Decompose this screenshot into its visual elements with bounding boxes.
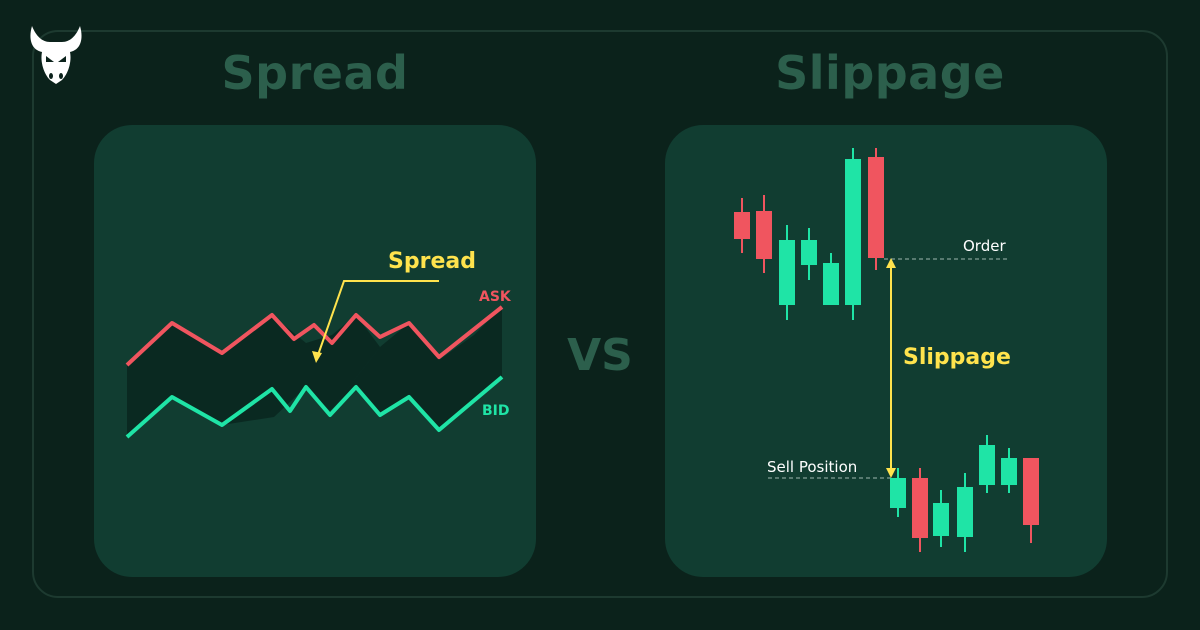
candle-6 [845,148,861,320]
order-label: Order [963,237,1006,255]
candle-13 [1001,448,1017,493]
candle-14 [1023,458,1039,543]
candle-2 [756,195,772,273]
candle-11 [957,473,973,552]
spread-band-right [330,307,502,430]
candle-5 [823,253,839,305]
spread-arrow-line [317,280,439,356]
slippage-arrow-top [886,258,896,268]
vs-label: VS [567,330,633,381]
slippage-panel: Order Slippage Sell Position [665,125,1107,577]
bull-logo-icon [30,26,82,84]
candle-7 [868,148,884,270]
content-frame [32,30,1168,598]
ask-label: ASK [479,289,512,305]
candle-1 [734,198,750,253]
ask-line [125,305,504,367]
slippage-annotation: Slippage [903,345,1011,370]
spread-diagram: Spread ASK BID [125,249,512,439]
spread-heading: Spread [221,46,409,100]
candle-9 [912,468,928,552]
candle-4 [801,228,817,280]
slippage-arrow-bottom [886,468,896,478]
spread-panel: Spread ASK BID [94,125,536,577]
spread-annotation: Spread [388,249,476,274]
sell-position-label: Sell Position [767,458,857,476]
candle-3 [779,225,795,320]
slippage-diagram: Order Slippage Sell Position [734,148,1039,552]
candle-12 [979,435,995,493]
candle-8 [890,468,906,517]
bid-line [125,375,504,439]
slippage-heading: Slippage [775,46,1005,100]
spread-arrow-head [312,351,322,363]
candle-10 [933,490,949,547]
bid-label: BID [482,403,510,419]
